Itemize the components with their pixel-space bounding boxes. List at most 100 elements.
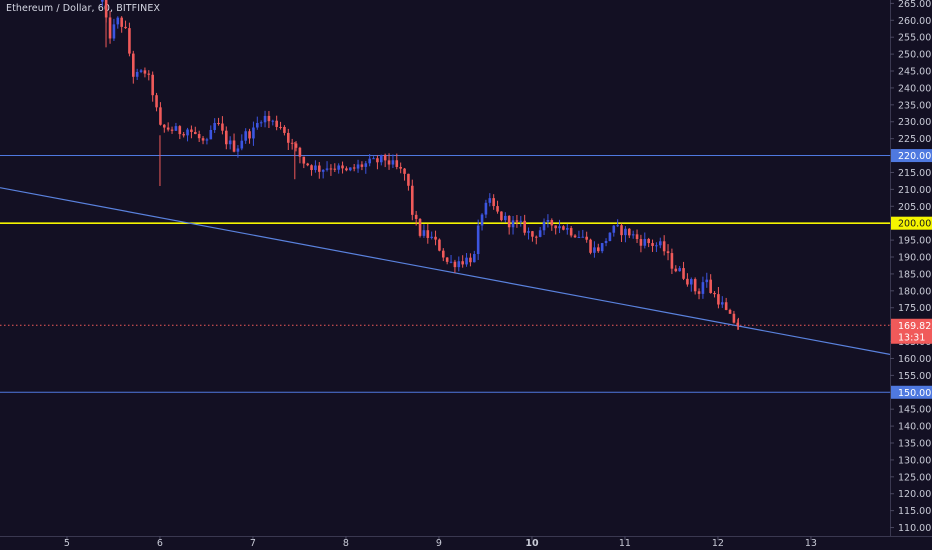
candle-body <box>333 168 337 170</box>
candle-body <box>519 220 523 222</box>
candle-body <box>283 126 286 133</box>
candle-body <box>585 236 588 240</box>
candle-body <box>135 71 139 77</box>
candle-body <box>174 126 178 131</box>
price-tag-label: 150.00 <box>898 388 931 399</box>
candle-body <box>500 211 503 221</box>
candle-body <box>639 239 643 246</box>
candle-body <box>488 198 492 203</box>
candle-body <box>383 154 387 161</box>
candle-body <box>131 53 135 77</box>
candle-body <box>457 261 461 268</box>
candle-body <box>662 241 666 252</box>
candle-body <box>658 241 662 246</box>
candle-body <box>705 279 709 283</box>
y-tick-label: 180.00 <box>898 286 931 297</box>
candle-body <box>232 140 236 152</box>
candle-body <box>376 158 379 163</box>
price-tag-label: 200.00 <box>898 219 931 230</box>
candle-body <box>279 126 282 128</box>
candle-body <box>666 251 670 254</box>
y-tick-label: 110.00 <box>898 523 931 534</box>
candle-body <box>391 160 395 165</box>
candle-body <box>616 225 619 227</box>
y-tick-label: 255.00 <box>898 33 931 44</box>
candle-body <box>124 26 127 29</box>
candle-body <box>186 129 189 136</box>
candle-body <box>465 257 468 265</box>
price-tag-label: 220.00 <box>898 151 931 162</box>
candle-body <box>120 17 123 27</box>
price-tag-level-200 <box>891 216 932 230</box>
y-tick-label: 120.00 <box>898 489 931 500</box>
candle-body <box>337 165 340 170</box>
candle-body <box>720 302 724 305</box>
y-tick-label: 160.00 <box>898 354 931 365</box>
candle-body <box>414 214 418 219</box>
candle-body <box>717 294 720 305</box>
candle-body <box>170 129 174 131</box>
y-tick-label: 260.00 <box>898 16 931 27</box>
y-tick-label: 175.00 <box>898 303 931 314</box>
candle-body <box>422 230 426 236</box>
candle-body <box>143 70 147 74</box>
candle-body <box>434 236 437 240</box>
candle-body <box>686 278 689 285</box>
time-axis[interactable]: 5 6 7 8 9 10 11 12 13 <box>64 536 817 549</box>
candle-body <box>724 302 728 310</box>
candle-body <box>449 261 453 263</box>
candle-body <box>538 230 542 237</box>
candle-body <box>240 140 244 149</box>
candle-body <box>368 158 371 164</box>
candle-body <box>608 232 612 242</box>
candle-body <box>469 257 472 263</box>
candle-body <box>678 268 681 272</box>
x-tick-label: 10 <box>525 538 539 549</box>
y-tick-label: 265.00 <box>898 0 931 10</box>
candle-body <box>325 168 329 170</box>
candle-body <box>193 131 197 135</box>
candle-body <box>348 167 352 171</box>
candle-body <box>317 165 321 172</box>
candle-body <box>507 215 511 228</box>
trendline[interactable] <box>0 187 891 355</box>
trendline-layer[interactable] <box>0 187 891 355</box>
candle-body <box>612 225 616 233</box>
price-tag-resistance-220 <box>891 149 932 163</box>
candle-body <box>364 163 368 167</box>
candle-body <box>263 115 267 123</box>
candle-body <box>655 245 658 247</box>
price-axis[interactable]: 265.00 260.00 255.00 250.00 245.00 240.00 235.… <box>890 0 931 534</box>
candle-body <box>511 220 515 228</box>
candle-body <box>732 313 736 323</box>
candle-body <box>728 309 732 314</box>
candle-body <box>221 123 224 131</box>
candle-body <box>159 107 162 125</box>
horizontal-levels[interactable] <box>0 155 890 393</box>
candle-body <box>604 241 608 244</box>
candle-body <box>321 169 325 172</box>
candle-body <box>352 167 356 169</box>
candle-body <box>182 134 185 136</box>
candle-body <box>624 228 627 236</box>
x-tick-label: 12 <box>712 538 724 549</box>
candle-body <box>593 247 596 253</box>
candle-body <box>178 126 182 135</box>
candle-body <box>523 220 526 233</box>
candle-body <box>670 253 674 269</box>
y-tick-label: 215.00 <box>898 168 931 179</box>
candle-body <box>430 236 433 238</box>
candle-body <box>418 218 422 236</box>
candle-body <box>112 24 116 39</box>
candle-body <box>689 279 693 285</box>
candle-body <box>697 291 701 294</box>
candle-body <box>631 234 635 236</box>
y-tick-label: 195.00 <box>898 236 931 247</box>
candle-body <box>275 120 278 127</box>
candle-body <box>345 168 348 171</box>
candle-body <box>674 268 678 272</box>
candle-body <box>407 173 410 186</box>
candle-body <box>341 165 344 169</box>
